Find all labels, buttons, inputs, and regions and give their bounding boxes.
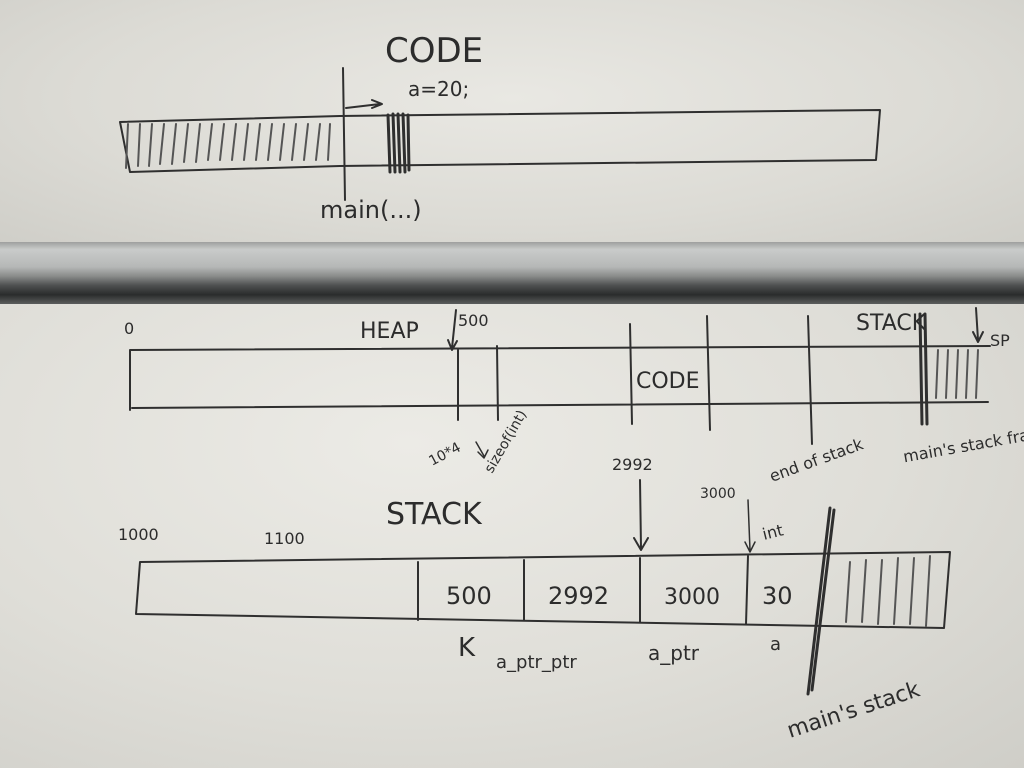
- mem-div-2: [496, 345, 499, 421]
- stack-addr-3000: 3000: [700, 486, 736, 502]
- stack-int-label: int: [760, 520, 785, 543]
- mem-code-right: [706, 315, 711, 431]
- mem-code-left: [629, 323, 633, 425]
- top-annotation: a=20;: [408, 77, 469, 101]
- mem-stack-label: STACK: [856, 311, 927, 336]
- stack-main-mark: [806, 506, 836, 696]
- top-code-title: CODE: [385, 31, 483, 71]
- stack-label-a: a: [770, 634, 781, 655]
- top-code-bar: [119, 109, 881, 173]
- stack-addr-2992: 2992: [612, 455, 653, 474]
- mem-sp-arrow: [972, 307, 984, 343]
- stack-cell-a-ptr-ptr: 2992: [548, 582, 609, 610]
- stack-cell-k: 500: [446, 582, 492, 610]
- mem-end-stack-label: end of stack: [767, 434, 866, 486]
- whiteboard-top: [0, 0, 1024, 246]
- top-divider: [342, 67, 346, 201]
- svg-text:main's stack frame: main's stack frame: [902, 421, 1024, 466]
- stack-title: STACK: [386, 497, 483, 532]
- mem-calc-label: 10*4: [426, 440, 463, 470]
- mem-sizeof-label: sizeof(int): [482, 408, 531, 476]
- mem-code-label: CODE: [636, 369, 700, 394]
- whiteboard-bottom: [0, 304, 1024, 768]
- stack-3000-arrow: [744, 499, 756, 553]
- stack-main-hatching: [845, 555, 931, 627]
- stack-cell-a: 30: [762, 582, 793, 610]
- mem-end-stack-line: [807, 315, 813, 445]
- top-thick-mark: [386, 112, 411, 174]
- mem-stack-hatching: [935, 349, 979, 399]
- mem-calc-arrow: [475, 441, 489, 459]
- mem-addr-500: 500: [458, 311, 489, 330]
- stack-addr-1000: 1000: [118, 525, 159, 544]
- mem-main-frame-mark: [918, 312, 929, 426]
- stack-2992-arrow: [633, 479, 649, 551]
- mem-bar: [129, 345, 991, 411]
- stack-cell-a-ptr: 3000: [664, 585, 720, 610]
- top-main-label: main(...): [320, 196, 422, 224]
- stack-label-k: K: [458, 633, 476, 663]
- top-arrow: [345, 99, 383, 109]
- stack-label-a-ptr-ptr: a_ptr_ptr: [496, 652, 577, 673]
- marker-tray: [0, 242, 1024, 304]
- mem-main-frame-label: main's stack frame: [902, 421, 1024, 466]
- stack-div-4: [745, 555, 749, 625]
- stack-main-label: main's stack: [784, 677, 923, 743]
- stack-label-a-ptr: a_ptr: [648, 641, 700, 665]
- top-hatching: [125, 123, 331, 169]
- mem-start-label: 0: [124, 319, 134, 338]
- mem-heap-label: HEAP: [360, 319, 419, 344]
- mem-500-arrow: [447, 309, 458, 351]
- stack-bar: [135, 551, 951, 629]
- stack-addr-1100: 1100: [264, 529, 305, 548]
- mem-sp-label: SP: [990, 331, 1010, 350]
